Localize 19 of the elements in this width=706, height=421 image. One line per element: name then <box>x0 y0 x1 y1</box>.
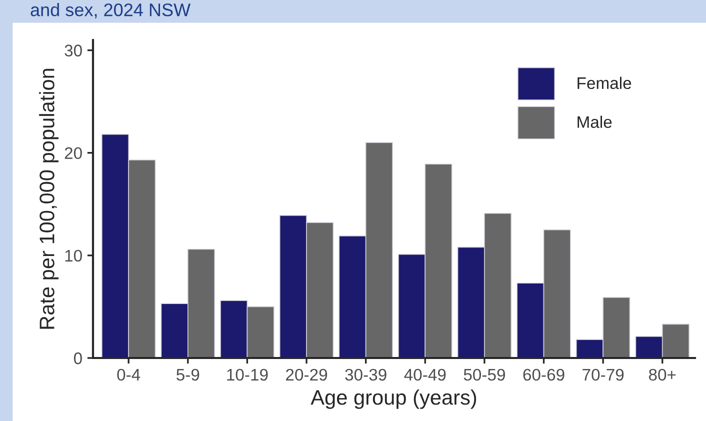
x-tick-label: 40-49 <box>404 368 446 381</box>
y-tick-label: 30 <box>64 44 82 56</box>
y-tick-label: 10 <box>65 250 82 262</box>
legend-label: Male <box>578 116 612 128</box>
y-tick-label: 0 <box>74 352 82 364</box>
x-tick-label: 0-4 <box>117 368 140 381</box>
x-tick-label: 30-39 <box>345 368 386 381</box>
x-tick-label: 5-9 <box>176 368 200 381</box>
x-axis-title: Age group (years) <box>310 390 476 409</box>
x-tick-label: 10-19 <box>227 368 268 381</box>
x-tick-label: 70-79 <box>582 368 624 381</box>
x-tick-label: 80+ <box>648 368 676 381</box>
chart-title: and sex, 2024 NSW <box>30 3 191 18</box>
x-tick-label: 60-69 <box>523 368 564 381</box>
y-axis-title: Rate per 100,000 population <box>39 68 58 329</box>
y-tick-label: 20 <box>64 147 82 160</box>
x-tick-label: 20-29 <box>286 368 328 381</box>
legend-label: Female <box>578 76 632 90</box>
x-tick-label: 50-59 <box>464 368 505 381</box>
